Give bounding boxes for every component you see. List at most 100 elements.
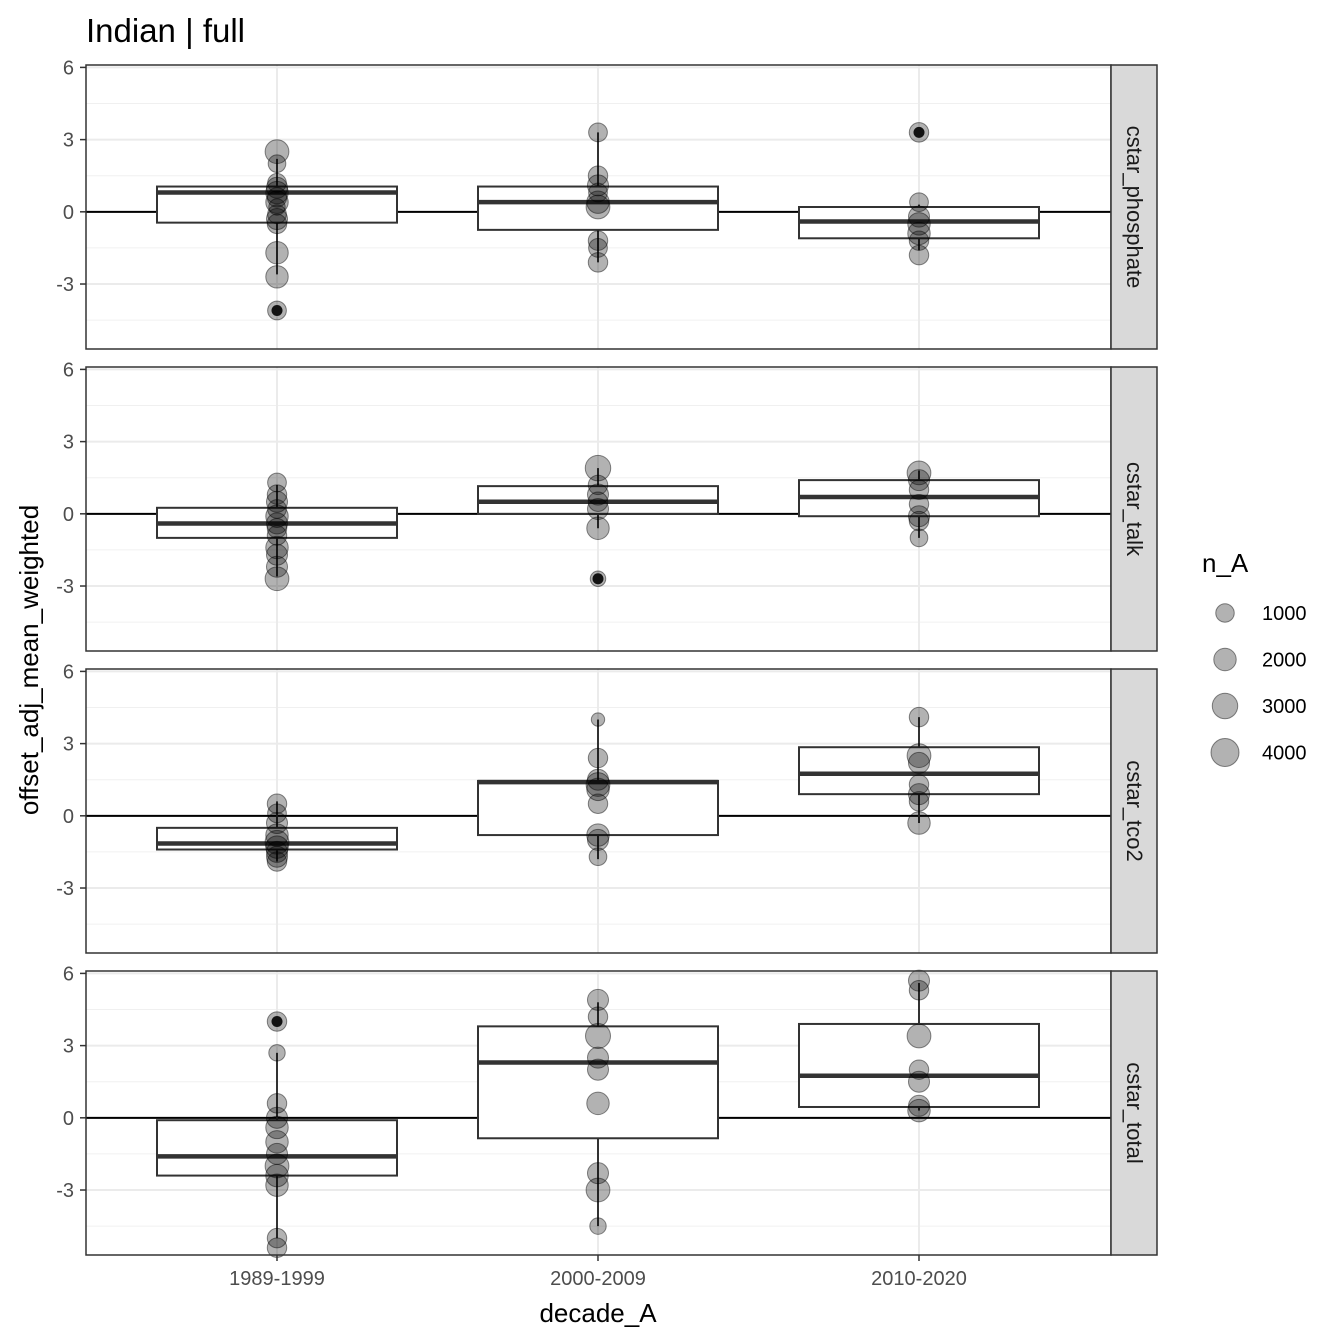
data-point <box>909 528 929 548</box>
data-point <box>266 484 288 505</box>
data-point <box>265 176 289 199</box>
data-point <box>264 139 290 165</box>
box-iqr <box>477 779 719 837</box>
data-point <box>587 252 609 273</box>
y-tick-label: 3 <box>63 1036 74 1058</box>
facet-strip-label: cstar_tco2 <box>1122 760 1147 862</box>
data-point <box>586 174 610 197</box>
box-iqr <box>156 1119 398 1177</box>
data-point <box>267 300 287 321</box>
data-point <box>589 570 607 588</box>
data-point <box>588 238 608 258</box>
facet-strip-label: cstar_total <box>1122 1062 1147 1164</box>
chart-title: Indian | full <box>86 12 245 49</box>
legend-items: 1000 2000 3000 4000 <box>1210 603 1307 767</box>
data-point <box>267 803 287 824</box>
data-point <box>907 212 931 236</box>
data-point <box>907 1070 931 1093</box>
data-point <box>267 173 287 193</box>
box-1989-1999 <box>156 484 398 577</box>
outlier-point <box>592 573 604 585</box>
data-point <box>265 1173 289 1197</box>
y-tick-label: 6 <box>63 661 74 683</box>
data-point <box>265 241 289 265</box>
data-point <box>266 851 288 872</box>
data-point <box>267 154 287 173</box>
box-2000-2009 <box>477 132 719 263</box>
box-2010-2020 <box>798 470 1040 538</box>
data-point <box>266 793 288 814</box>
data-point <box>586 988 610 1011</box>
legend-key-circle <box>1213 647 1237 672</box>
data-point <box>265 1130 289 1154</box>
facet-strip <box>1110 970 1158 1256</box>
x-tick-label: 2010-2020 <box>871 1268 967 1290</box>
box-iqr <box>798 746 1040 796</box>
data-point <box>265 512 289 535</box>
data-point <box>268 1044 286 1062</box>
y-tick-label: 6 <box>63 57 74 79</box>
box-1989-1999 <box>156 801 398 862</box>
data-point <box>266 1093 288 1114</box>
facet-panel-cstar_tco2: -3 0 3 6 cstar_tco2 <box>56 661 1158 954</box>
data-point <box>265 555 289 578</box>
data-point <box>268 198 286 216</box>
box-1989-1999 <box>156 1016 398 1239</box>
data-point <box>586 768 610 791</box>
y-tick-label: 6 <box>63 963 74 985</box>
data-point <box>908 791 930 812</box>
data-point <box>586 777 610 802</box>
data-point <box>265 845 289 868</box>
legend-key-label: 2000 <box>1262 650 1307 672</box>
facet-panel-cstar_phosphate: -3 0 3 6 cstar_phosphate <box>56 57 1158 350</box>
data-point <box>588 122 608 143</box>
data-point <box>265 1115 289 1140</box>
data-point <box>586 190 610 214</box>
y-tick-label: 3 <box>63 734 74 756</box>
y-tick-label: 3 <box>63 130 74 152</box>
facet-panel-cstar_talk: -3 0 3 6 cstar_talk <box>56 359 1158 652</box>
outlier-point <box>271 1016 283 1028</box>
box-2010-2020 <box>798 983 1040 1111</box>
data-point <box>908 479 930 500</box>
y-tick-label: 3 <box>63 432 74 454</box>
data-point <box>587 491 609 512</box>
data-point <box>265 490 289 513</box>
data-point <box>265 190 289 214</box>
box-2000-2009 <box>477 468 719 585</box>
data-point <box>266 213 288 235</box>
size-legend: n_A 1000 2000 3000 4000 <box>1202 548 1307 767</box>
data-point <box>265 265 289 289</box>
data-point <box>266 1227 288 1249</box>
data-point <box>585 1177 611 1203</box>
data-point <box>908 774 930 795</box>
data-point <box>587 747 609 769</box>
x-axis-title: decade_A <box>539 1298 657 1328</box>
box-1989-1999 <box>156 158 398 316</box>
data-point <box>586 1091 610 1116</box>
data-point <box>586 516 610 540</box>
box-2000-2009 <box>477 1002 719 1227</box>
x-tick-label: 1989-1999 <box>229 1268 325 1290</box>
facet-strip <box>1110 366 1158 652</box>
facet-strip <box>1110 668 1158 954</box>
data-point <box>588 847 608 867</box>
data-point <box>587 230 609 251</box>
data-point <box>586 828 610 851</box>
box-iqr <box>477 185 719 231</box>
data-point <box>587 1006 609 1027</box>
data-point <box>266 1011 288 1032</box>
y-tick-label: 0 <box>63 504 74 526</box>
data-point <box>906 1023 932 1049</box>
data-point <box>586 497 610 521</box>
data-point <box>584 454 612 482</box>
legend-key-label: 3000 <box>1262 696 1307 718</box>
data-point <box>267 472 287 493</box>
legend-key-label: 1000 <box>1262 603 1307 625</box>
y-tick-label: -3 <box>56 878 74 900</box>
data-point <box>907 1098 931 1123</box>
x-axis: 1989-1999 2000-2009 2010-2020 <box>229 1255 967 1290</box>
data-point <box>907 469 931 492</box>
data-point <box>908 706 930 728</box>
data-point <box>908 493 930 515</box>
